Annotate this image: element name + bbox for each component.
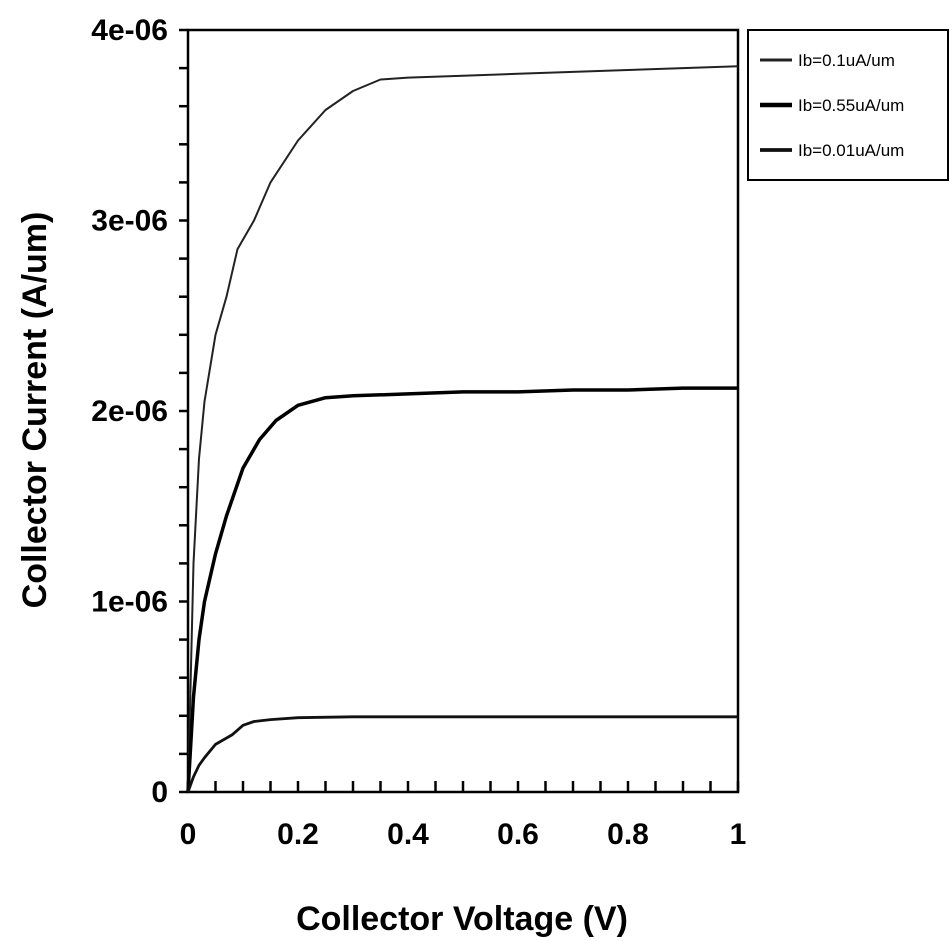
x-tick-label: 1 bbox=[730, 818, 747, 851]
x-tick-label: 0.8 bbox=[607, 818, 649, 851]
y-tick-label: 1e-06 bbox=[91, 586, 168, 619]
legend-label: Ib=0.1uA/um bbox=[798, 51, 895, 70]
series-line-2 bbox=[186, 386, 738, 793]
legend: Ib=0.1uA/um Ib=0.55uA/um Ib=0.01uA/um bbox=[747, 29, 949, 181]
y-tick-label: 4e-06 bbox=[91, 14, 168, 47]
y-tick-label: 0 bbox=[151, 776, 168, 809]
x-tick-label: 0.4 bbox=[387, 818, 429, 851]
legend-label: Ib=0.55uA/um bbox=[798, 96, 904, 115]
x-tick-label: 0 bbox=[180, 818, 197, 851]
y-tick-label: 2e-06 bbox=[91, 395, 168, 428]
series-line-1 bbox=[187, 65, 739, 793]
series-line-3 bbox=[186, 715, 738, 793]
plot-area: 0 0.2 0.4 0.6 0.8 1 0 1e-06 2e-06 3e-06 4e-06 bbox=[91, 14, 746, 851]
x-tick-label: 0.6 bbox=[497, 818, 539, 851]
y-tick-label: 3e-06 bbox=[91, 205, 168, 238]
x-tick-label: 0.2 bbox=[277, 818, 319, 851]
y-axis-title: Collector Current (A/um) bbox=[16, 212, 54, 609]
x-axis-title: Collector Voltage (V) bbox=[296, 900, 628, 938]
legend-label: Ib=0.01uA/um bbox=[798, 141, 904, 160]
